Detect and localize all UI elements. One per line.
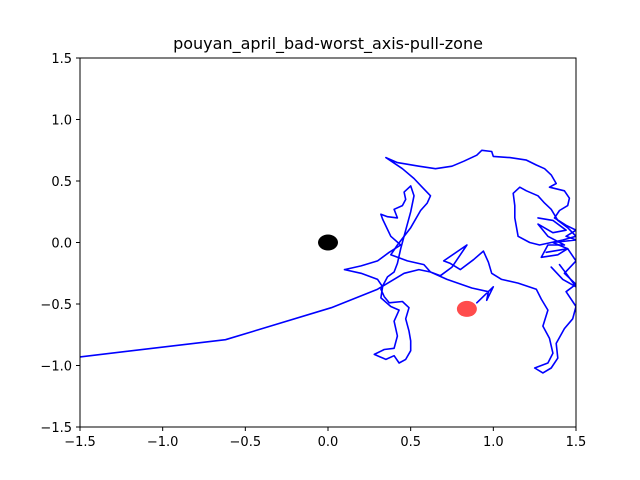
series-line-3	[512, 186, 576, 246]
y-tick-label: −0.5	[40, 298, 72, 313]
x-tick-label: 0.5	[400, 435, 421, 450]
x-tick-label: −1.0	[147, 435, 179, 450]
series-line-4	[537, 217, 569, 259]
y-tick-label: 1.5	[51, 52, 72, 67]
x-tick-label: −1.5	[64, 435, 96, 450]
y-tick-label: −1.0	[40, 360, 72, 375]
y-tick-label: 1.0	[51, 114, 72, 129]
series-layer	[80, 149, 576, 374]
x-tick-label: −0.5	[230, 435, 262, 450]
x-tick-label: 1.0	[483, 435, 504, 450]
target-marker	[456, 300, 477, 317]
origin-marker	[318, 234, 338, 251]
x-tick-label: 0.0	[318, 435, 339, 450]
chart-title: pouyan_april_bad-worst_axis-pull-zone	[173, 34, 483, 54]
marker-layer	[318, 234, 477, 317]
y-tick-label: 0.5	[51, 175, 72, 190]
series-line-1	[80, 149, 576, 374]
y-tick-label: −1.5	[40, 421, 72, 436]
y-tick-label: 0.0	[51, 237, 72, 252]
x-tick-label: 1.5	[566, 435, 587, 450]
axes-layer: −1.5 −1.0 −0.5 0.0 0.5 1.0 1.5 1.5 1.0 0.5 0.0 −0.5…	[40, 52, 586, 450]
series-line-2	[343, 185, 415, 364]
series-line-5	[550, 263, 576, 288]
